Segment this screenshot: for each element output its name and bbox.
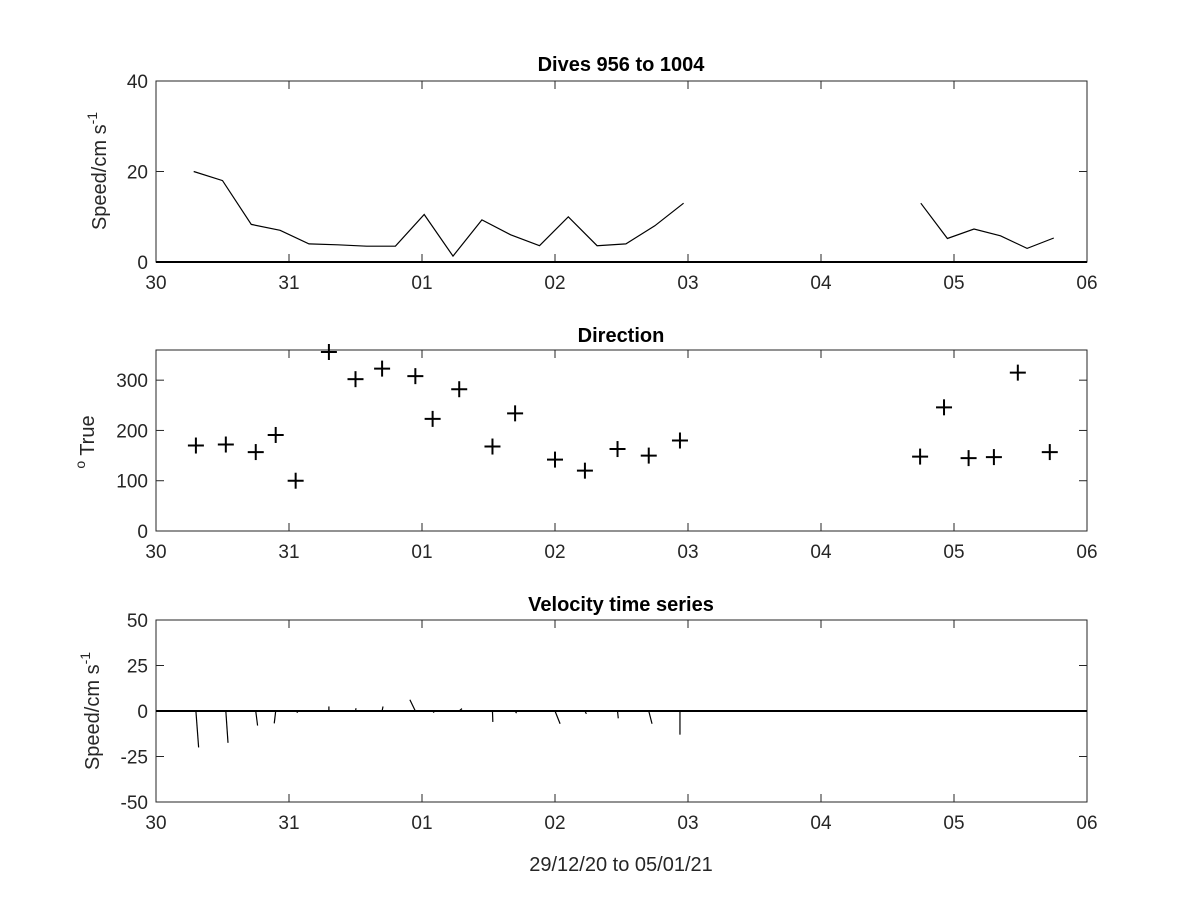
direction-marker	[1009, 364, 1026, 381]
velocity-y-axis-label: Speed/cm s-1	[77, 652, 104, 770]
velocity-panel: Velocity time series Speed/cm s-1 29/12/…	[77, 594, 1098, 876]
x-tick-label: 05	[943, 273, 964, 294]
velocity-stick	[432, 710, 435, 714]
x-tick-label: 06	[1076, 813, 1097, 834]
velocity-stick	[255, 710, 259, 726]
velocity-axis-ticks: 30 31 01 02 03 04 05 06 -50 -25 0 25 50	[121, 611, 1098, 834]
velocity-series	[156, 699, 1087, 748]
y-tick-label: 0	[137, 702, 148, 723]
x-tick-label: 31	[278, 542, 299, 563]
velocity-stick	[458, 708, 463, 712]
direction-marker	[640, 447, 657, 464]
speed-series	[156, 170, 1087, 263]
direction-title: Direction	[578, 325, 665, 347]
velocity-stick	[225, 710, 229, 743]
speed-title: Dives 956 to 1004	[538, 54, 706, 76]
velocity-stick	[273, 710, 277, 724]
x-tick-label: 30	[145, 273, 166, 294]
x-tick-label: 01	[411, 542, 432, 563]
x-tick-label: 02	[544, 273, 565, 294]
direction-marker	[1041, 444, 1058, 461]
direction-marker	[936, 399, 953, 416]
x-tick-label: 02	[544, 542, 565, 563]
x-tick-label: 04	[810, 813, 832, 834]
y-tick-label: 20	[127, 163, 148, 184]
direction-marker	[267, 426, 284, 443]
direction-axis-ticks: 30 31 01 02 03 04 05 06 0 100 200 300	[116, 350, 1098, 563]
direction-marker	[187, 437, 204, 454]
y-tick-label: 300	[116, 371, 148, 392]
x-tick-label: 06	[1076, 542, 1097, 563]
y-tick-label: -25	[121, 748, 148, 769]
speed-axis-ticks: 30 31 01 02 03 04 05 06 0 20 40	[127, 72, 1098, 294]
direction-marker	[287, 472, 304, 489]
direction-series	[187, 344, 1058, 489]
direction-marker	[507, 405, 524, 422]
velocity-stick	[584, 710, 587, 715]
direction-axes-frame	[155, 349, 1088, 532]
x-tick-label: 31	[278, 273, 299, 294]
speed-panel: Dives 956 to 1004 Speed/cm s-1 30 31 01 02 0…	[84, 54, 1098, 294]
velocity-stick	[554, 710, 561, 724]
x-tick-label: 03	[677, 273, 698, 294]
y-tick-label: 100	[116, 472, 148, 493]
speed-y-axis-label: Speed/cm s-1	[84, 112, 111, 230]
y-tick-label: 25	[127, 657, 148, 678]
direction-marker	[424, 410, 441, 427]
direction-marker	[451, 381, 468, 398]
velocity-stick	[514, 710, 518, 714]
x-tick-label: 02	[544, 813, 565, 834]
speed-line-segment	[920, 202, 1055, 250]
velocity-stick	[354, 708, 357, 712]
x-tick-label: 05	[943, 542, 964, 563]
x-tick-label: 30	[145, 542, 166, 563]
direction-marker	[347, 371, 364, 388]
direction-marker	[912, 448, 929, 465]
direction-marker	[960, 450, 977, 467]
x-tick-label: 06	[1076, 273, 1097, 294]
y-tick-label: 0	[137, 253, 148, 274]
x-tick-label: 03	[677, 813, 698, 834]
x-tick-label: 30	[145, 813, 166, 834]
velocity-stick	[616, 710, 619, 719]
velocity-stick	[648, 710, 653, 724]
direction-marker	[217, 436, 234, 453]
direction-marker	[247, 444, 264, 461]
direction-marker	[484, 438, 501, 455]
direction-marker	[407, 368, 424, 385]
x-tick-label: 01	[411, 813, 432, 834]
direction-marker	[576, 462, 593, 479]
x-tick-label: 03	[677, 542, 698, 563]
y-tick-label: 0	[137, 522, 148, 543]
direction-panel: Direction oTrue 30 31 01 02 03 04 05 0601002003…	[72, 325, 1098, 563]
velocity-stick	[409, 699, 416, 712]
x-tick-label: 01	[411, 273, 432, 294]
direction-y-axis-label: oTrue	[72, 415, 99, 468]
x-tick-label: 04	[810, 273, 832, 294]
x-tick-label: 04	[810, 542, 832, 563]
velocity-stick	[295, 710, 299, 713]
direction-marker	[374, 360, 391, 377]
y-tick-label: 50	[127, 611, 148, 632]
velocity-stick	[381, 706, 384, 712]
x-tick-label: 05	[943, 813, 964, 834]
velocity-stick	[195, 710, 200, 748]
velocity-title: Velocity time series	[528, 594, 714, 616]
direction-marker	[985, 449, 1002, 466]
x-tick-label: 31	[278, 813, 299, 834]
speed-line-segment	[193, 170, 684, 258]
direction-marker	[547, 451, 563, 468]
velocity-x-axis-label: 29/12/20 to 05/01/21	[529, 854, 713, 876]
y-tick-label: 200	[116, 421, 148, 442]
direction-marker	[320, 344, 337, 361]
direction-marker	[609, 441, 626, 458]
direction-marker	[671, 432, 688, 449]
y-tick-label: -50	[121, 793, 148, 814]
y-tick-label: 40	[127, 72, 148, 93]
